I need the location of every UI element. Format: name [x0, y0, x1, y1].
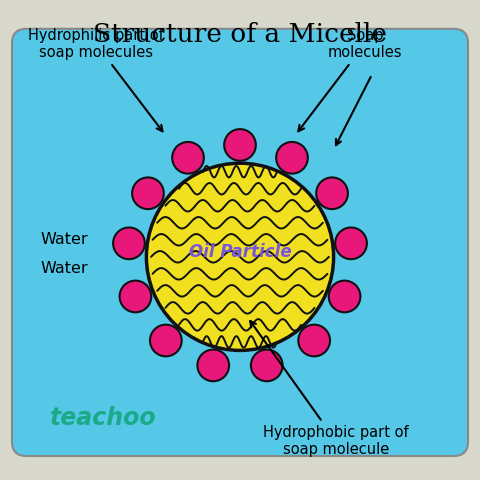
Text: Hydrophilic part of
soap molecules: Hydrophilic part of soap molecules: [28, 28, 164, 132]
Circle shape: [335, 228, 367, 259]
FancyBboxPatch shape: [12, 29, 468, 456]
Text: Hydrophobic part of
soap molecule: Hydrophobic part of soap molecule: [250, 321, 409, 457]
Circle shape: [172, 142, 204, 174]
Text: teachoo: teachoo: [50, 406, 157, 430]
Circle shape: [120, 281, 151, 312]
Text: Oil Particle: Oil Particle: [189, 243, 291, 261]
Circle shape: [113, 228, 145, 259]
Text: Structure of a Micelle: Structure of a Micelle: [93, 22, 387, 47]
Text: Water: Water: [41, 261, 88, 276]
Circle shape: [197, 349, 229, 381]
Circle shape: [299, 324, 330, 356]
Circle shape: [251, 349, 283, 381]
Circle shape: [132, 178, 164, 209]
Circle shape: [276, 142, 308, 174]
Text: Soap
molecules: Soap molecules: [298, 28, 402, 132]
Circle shape: [224, 129, 256, 161]
Circle shape: [316, 178, 348, 209]
Circle shape: [150, 324, 181, 356]
Circle shape: [329, 281, 360, 312]
Text: Water: Water: [41, 232, 88, 248]
Circle shape: [146, 163, 334, 350]
